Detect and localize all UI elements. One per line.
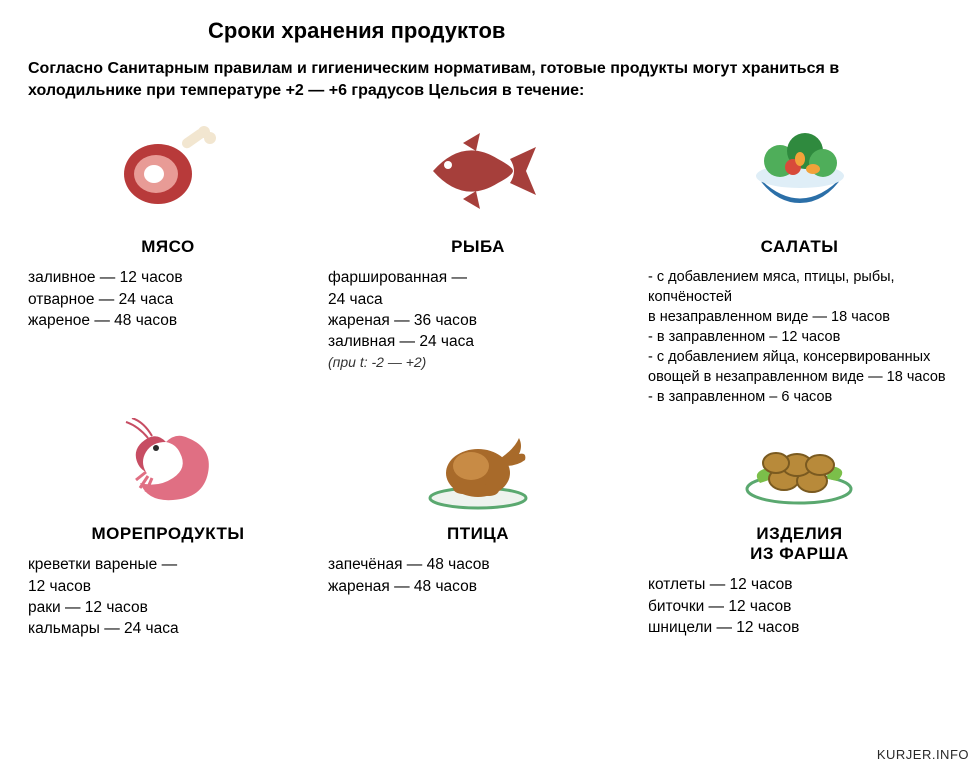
item-label: ИЗДЕЛИЯИЗ ФАРША xyxy=(648,524,951,564)
storage-line: биточки — 12 часов xyxy=(648,596,951,617)
poultry-icon xyxy=(328,413,628,518)
storage-line: жареное — 48 часов xyxy=(28,310,308,331)
item-fish: РЫБА фаршированная —24 часажареная — 36 ч… xyxy=(328,111,628,407)
storage-line: креветки вареные — xyxy=(28,554,308,575)
item-label: МОРЕПРОДУКТЫ xyxy=(28,524,308,544)
storage-line: - в заправленном – 12 часов xyxy=(648,327,951,347)
item-note: (при t: -2 — +2) xyxy=(328,353,628,372)
storage-line: раки — 12 часов xyxy=(28,597,308,618)
fish-icon xyxy=(328,111,628,231)
storage-line: 24 часа xyxy=(328,289,628,310)
storage-line: заливная — 24 часа xyxy=(328,331,628,352)
item-label: РЫБА xyxy=(328,237,628,257)
storage-line: шницели — 12 часов xyxy=(648,617,951,638)
storage-line: в незаправленном виде — 18 часов xyxy=(648,307,951,327)
item-label: САЛАТЫ xyxy=(648,237,951,257)
item-lines: - с добавлением мяса, птицы, рыбы, копчё… xyxy=(648,267,951,407)
page-title: Сроки хранения продуктов xyxy=(208,18,951,44)
item-meat: МЯСО заливное — 12 часовотварное — 24 час… xyxy=(28,111,308,407)
item-lines: котлеты — 12 часовбиточки — 12 часовшниц… xyxy=(648,574,951,638)
storage-line: 12 часов xyxy=(28,576,308,597)
storage-line: котлеты — 12 часов xyxy=(648,574,951,595)
item-lines: запечёная — 48 часовжареная — 48 часов xyxy=(328,554,628,597)
item-label: МЯСО xyxy=(28,237,308,257)
item-label: ПТИЦА xyxy=(328,524,628,544)
shrimp-icon xyxy=(28,413,308,518)
intro-text: Согласно Санитарным правилам и гигиениче… xyxy=(28,58,951,101)
storage-line: фаршированная — xyxy=(328,267,628,288)
storage-line: отварное — 24 часа xyxy=(28,289,308,310)
salad-icon xyxy=(648,111,951,231)
item-lines: заливное — 12 часовотварное — 24 часажар… xyxy=(28,267,308,331)
footer-credit: KURJER.INFO xyxy=(877,747,969,762)
item-lines: фаршированная —24 часажареная — 36 часов… xyxy=(328,267,628,372)
storage-line: - с добавлением мяса, птицы, рыбы, копчё… xyxy=(648,267,951,307)
infographic-grid: МЯСО заливное — 12 часовотварное — 24 час… xyxy=(28,111,951,640)
storage-line: овощей в незаправленном виде — 18 часов xyxy=(648,367,951,387)
item-lines: креветки вареные —12 часовраки — 12 часо… xyxy=(28,554,308,640)
item-poultry: ПТИЦА запечёная — 48 часовжареная — 48 ча… xyxy=(328,413,628,640)
item-cutlets: ИЗДЕЛИЯИЗ ФАРША котлеты — 12 часовбиточки… xyxy=(648,413,951,640)
cutlets-icon xyxy=(648,413,951,518)
storage-line: - с добавлением яйца, консервированных xyxy=(648,347,951,367)
storage-line: - в заправленном – 6 часов xyxy=(648,387,951,407)
storage-line: жареная — 36 часов xyxy=(328,310,628,331)
storage-line: заливное — 12 часов xyxy=(28,267,308,288)
storage-line: жареная — 48 часов xyxy=(328,576,628,597)
storage-line: запечёная — 48 часов xyxy=(328,554,628,575)
meat-icon xyxy=(28,111,308,231)
item-salad: САЛАТЫ - с добавлением мяса, птицы, рыбы,… xyxy=(648,111,951,407)
storage-line: кальмары — 24 часа xyxy=(28,618,308,639)
item-shrimp: МОРЕПРОДУКТЫ креветки вареные —12 часовра… xyxy=(28,413,308,640)
